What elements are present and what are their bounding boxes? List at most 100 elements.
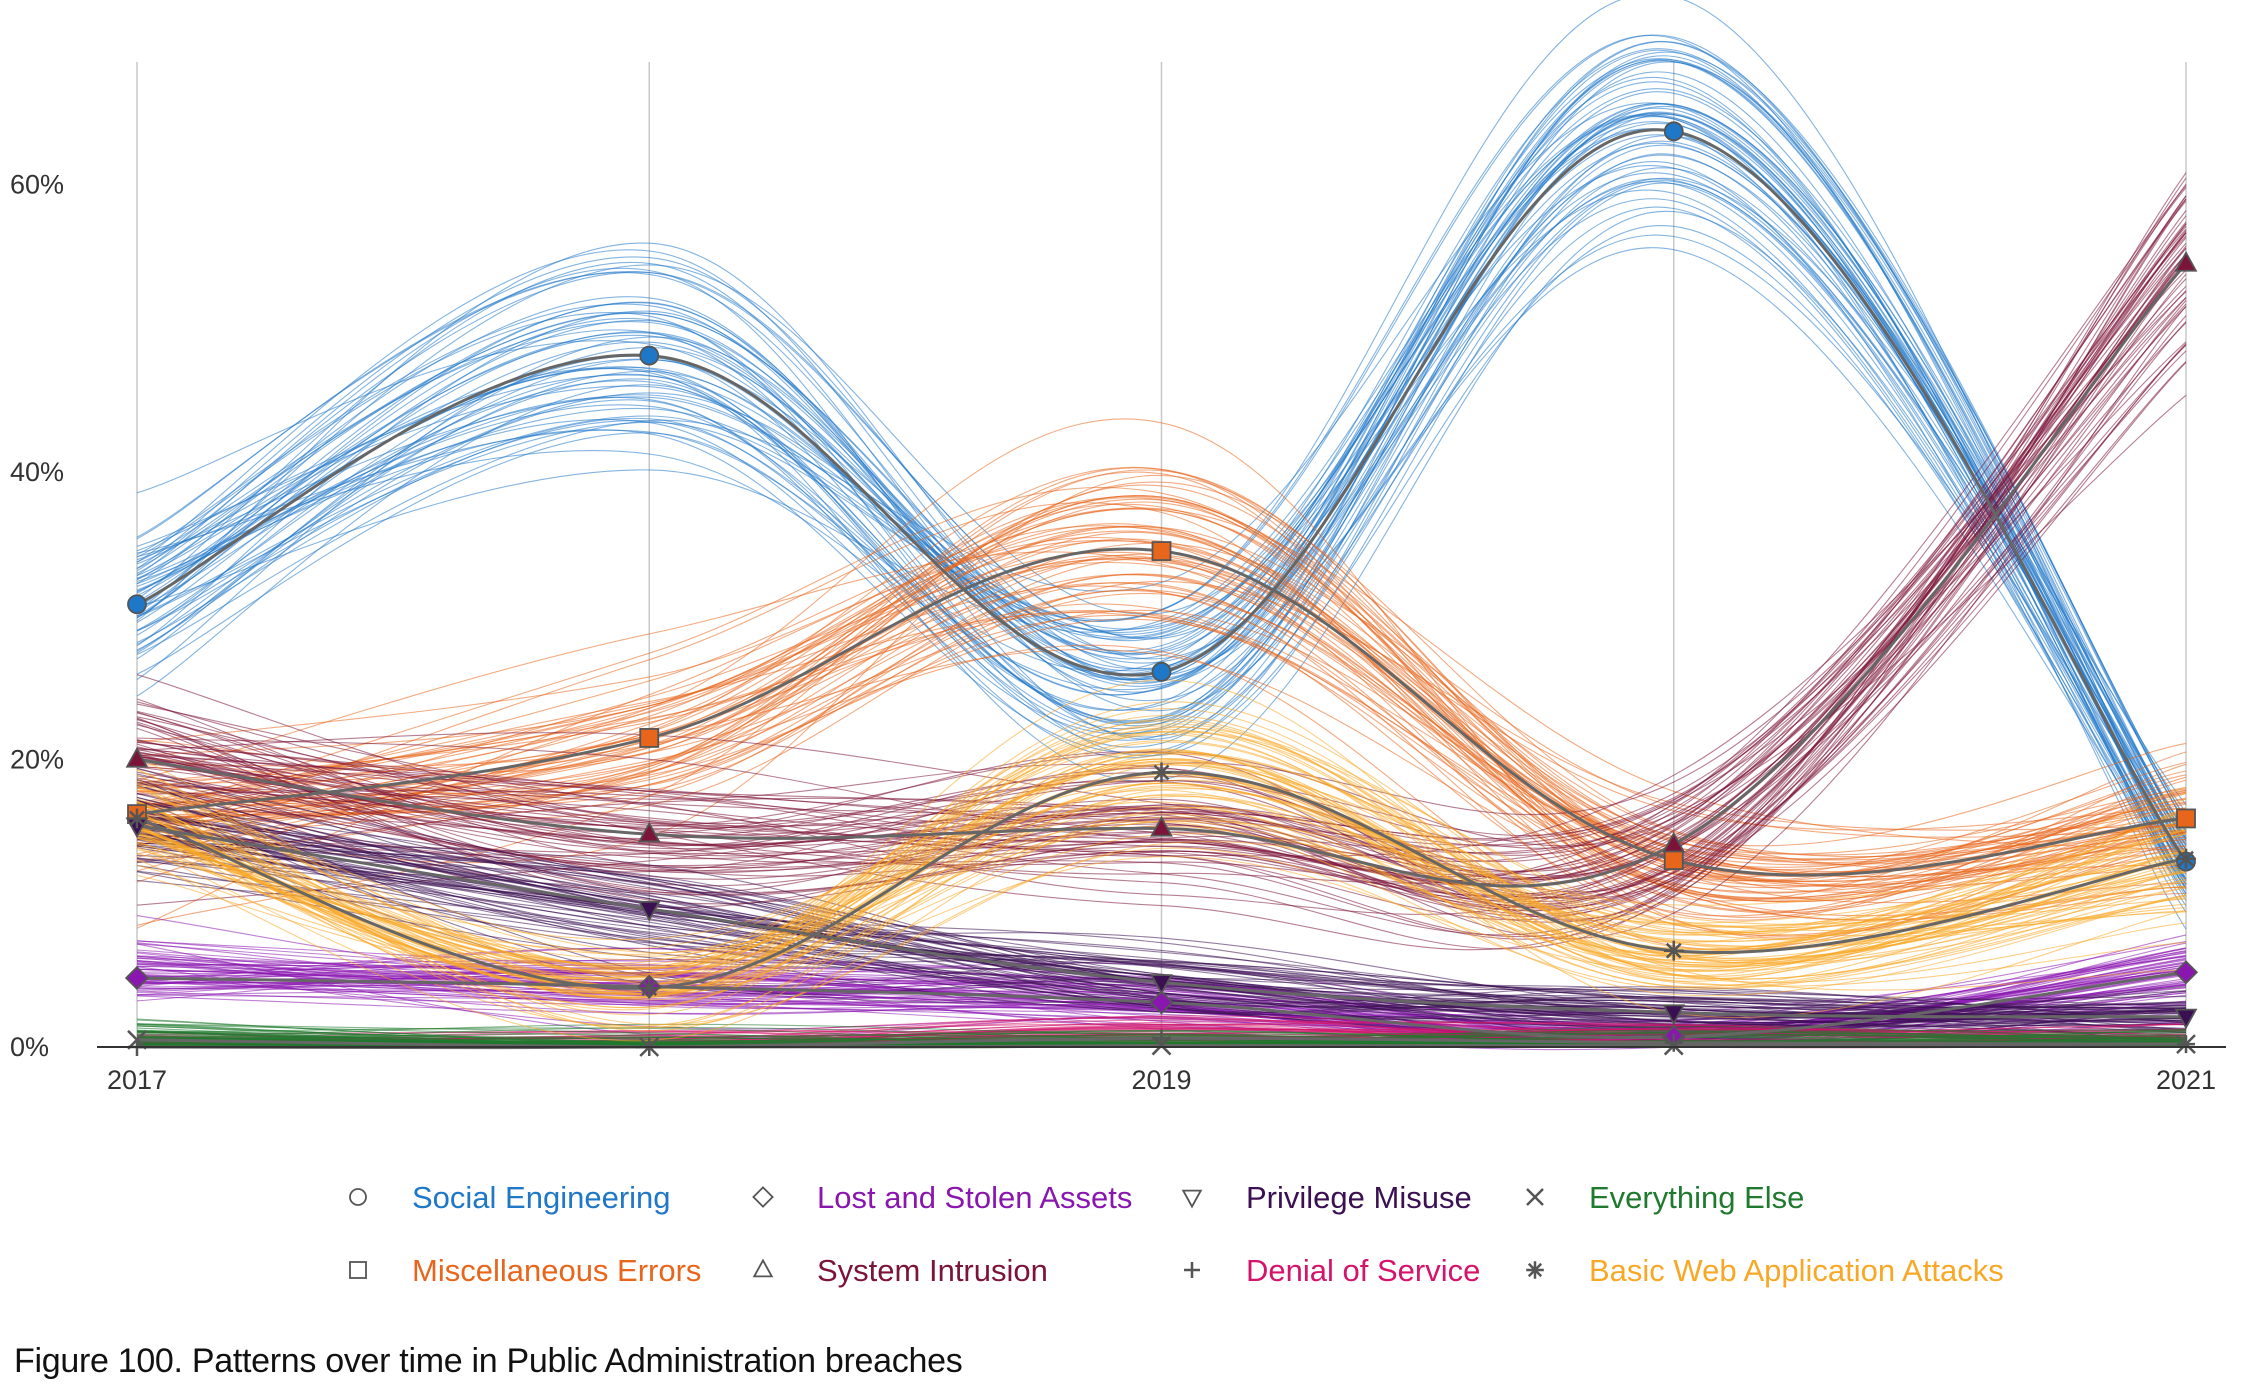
- band-line: [136, 820, 2187, 1036]
- legend-label-everything-else: Everything Else: [1589, 1180, 1804, 1215]
- marker-basic-web-application-attacks-2021: [2176, 848, 2196, 869]
- band-line: [136, 562, 2187, 883]
- marker-social-engineering-2019: [1151, 661, 1172, 682]
- legend-label-system-intrusion: System Intrusion: [817, 1253, 1048, 1288]
- band-line: [136, 180, 2187, 873]
- marker-miscellaneous-errors-2018: [639, 728, 660, 748]
- band-line: [136, 806, 2187, 975]
- legend-item-miscellaneous-errors: Miscellaneous Errors: [349, 1253, 701, 1288]
- legend-label-miscellaneous-errors: Miscellaneous Errors: [412, 1253, 701, 1288]
- band-line: [136, 61, 2187, 819]
- band-line: [136, 225, 2187, 882]
- band-line: [136, 525, 2187, 871]
- series-line-social-engineering: [136, 128, 2188, 863]
- legend-item-denial-of-service: Denial of Service: [1184, 1253, 1480, 1288]
- band-line: [136, 34, 2187, 839]
- marker-system-intrusion-2020: [1662, 831, 1686, 853]
- marker-lost-and-stolen-assets-2021: [2173, 960, 2199, 985]
- legend-item-everything-else: Everything Else: [1526, 1180, 1804, 1215]
- band-line: [136, 558, 2187, 847]
- band-line: [136, 536, 2187, 917]
- band-line: [136, 496, 2187, 847]
- band-line: [136, 106, 2187, 842]
- axes: 2017 2019 2021 0% 20% 40% 60%: [10, 170, 2226, 1095]
- marker-social-engineering-2017: [127, 594, 147, 615]
- marker-social-engineering-2018: [639, 345, 660, 366]
- y-tick-label-60: 60%: [10, 170, 64, 200]
- legend-marker-lost-and-stolen-assets: [752, 1186, 774, 1208]
- marker-everything-else-2019: [1151, 1035, 1172, 1056]
- band-line: [136, 467, 2187, 883]
- band-line: [136, 618, 2187, 887]
- band-line: [136, 112, 2187, 854]
- series-lines: [136, 128, 2188, 1050]
- band-line: [136, 257, 2187, 879]
- band-line: [136, 484, 2187, 893]
- marker-everything-else-2021: [2176, 1034, 2196, 1055]
- band-line: [136, 114, 2187, 873]
- band-line: [136, 731, 2187, 995]
- legend-item-social-engineering: Social Engineering: [349, 1180, 671, 1215]
- band-line: [136, 165, 2187, 860]
- band-line: [136, 582, 2187, 902]
- band-line: [136, 701, 2187, 994]
- marker-denial-of-service-2020: [1664, 1033, 1683, 1052]
- band-line: [136, 135, 2187, 847]
- band-line: [136, 845, 2187, 1026]
- x-tick-label-2017: 2017: [107, 1065, 167, 1095]
- marker-basic-web-application-attacks-2019: [1151, 762, 1172, 783]
- band-line: [136, 858, 2187, 1034]
- band-line: [136, 720, 2187, 971]
- marker-everything-else-2020: [1663, 1035, 1684, 1056]
- series-markers: [124, 121, 2199, 1057]
- legend-label-social-engineering: Social Engineering: [412, 1180, 671, 1215]
- band-line: [136, 102, 2187, 831]
- band-line: [136, 609, 2187, 860]
- legend-marker-miscellaneous-errors: [349, 1261, 367, 1279]
- legend-item-basic-web-application-attacks: Basic Web Application Attacks: [1526, 1253, 2004, 1288]
- band-line: [136, 234, 2187, 845]
- marker-miscellaneous-errors-2019: [1151, 541, 1172, 561]
- legend-label-basic-web-application-attacks: Basic Web Application Attacks: [1589, 1253, 2004, 1288]
- band-line: [136, 291, 2187, 857]
- legend-label-lost-and-stolen-assets: Lost and Stolen Assets: [817, 1180, 1132, 1215]
- marker-basic-web-application-attacks-2020: [1663, 940, 1684, 961]
- band-line: [136, 835, 2187, 1006]
- x-tick-label-2021: 2021: [2156, 1065, 2216, 1095]
- legend-label-denial-of-service: Denial of Service: [1246, 1253, 1480, 1288]
- band-line: [136, 525, 2187, 904]
- legend-marker-privilege-misuse: [1181, 1189, 1203, 1209]
- legend-marker-denial-of-service: [1184, 1262, 1200, 1278]
- band-line: [136, 232, 2187, 884]
- band-line: [136, 782, 2187, 942]
- band-line: [136, 582, 2187, 883]
- legend-marker-everything-else: [1526, 1188, 1544, 1206]
- band-line: [136, 530, 2187, 856]
- marker-system-intrusion-2019: [1150, 815, 1173, 837]
- band-line: [136, 800, 2187, 1025]
- band-line: [136, 140, 2187, 866]
- marker-miscellaneous-errors-2020: [1663, 850, 1684, 871]
- marker-basic-web-application-attacks-2017: [127, 808, 147, 829]
- band-line: [136, 154, 2187, 840]
- marker-miscellaneous-errors-2021: [2176, 808, 2196, 829]
- marker-privilege-misuse-2019: [1150, 974, 1173, 995]
- marker-privilege-misuse-2021: [2174, 1008, 2198, 1030]
- band-line: [136, 758, 2187, 980]
- legend-item-lost-and-stolen-assets: Lost and Stolen Assets: [752, 1180, 1132, 1215]
- band-line: [136, 297, 2187, 872]
- band-line: [136, 715, 2187, 978]
- marker-lost-and-stolen-assets-2019: [1149, 990, 1174, 1015]
- marker-system-intrusion-2018: [637, 821, 661, 843]
- band-line: [136, 788, 2187, 1027]
- legend-marker-social-engineering: [349, 1188, 367, 1206]
- marker-lost-and-stolen-assets-2017: [124, 965, 150, 991]
- band-line: [136, 525, 2187, 902]
- band-line: [136, 290, 2187, 852]
- legend-label-privilege-misuse: Privilege Misuse: [1246, 1180, 1472, 1215]
- band-line: [136, 801, 2187, 989]
- legend-item-system-intrusion: System Intrusion: [752, 1253, 1048, 1288]
- band-line: [136, 343, 2187, 893]
- band-line: [136, 749, 2187, 992]
